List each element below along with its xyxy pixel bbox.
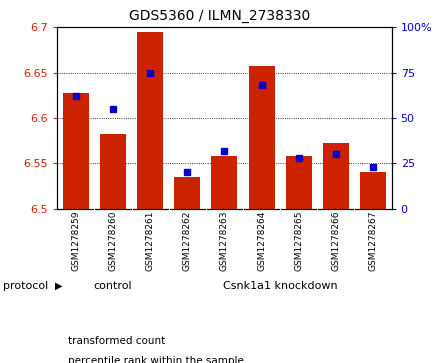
Text: GSM1278262: GSM1278262 [183,211,192,271]
Bar [174,177,200,209]
Bar [286,156,312,209]
Text: Csnk1a1 knockdown: Csnk1a1 knockdown [223,281,337,291]
Bar [360,172,386,209]
Text: percentile rank within the sample: percentile rank within the sample [68,356,244,363]
Text: GSM1278263: GSM1278263 [220,211,229,271]
Bar [211,156,238,209]
Text: ▶: ▶ [55,281,62,291]
Bar [323,143,349,209]
Text: transformed count: transformed count [68,336,165,346]
Bar [137,32,163,209]
Text: GSM1278266: GSM1278266 [331,211,341,271]
Text: GSM1278265: GSM1278265 [294,211,303,271]
Text: protocol: protocol [3,281,48,291]
Bar [249,66,275,209]
Text: GSM1278264: GSM1278264 [257,211,266,271]
Text: control: control [94,281,132,291]
Text: GDS5360 / ILMN_2738330: GDS5360 / ILMN_2738330 [129,9,311,23]
Text: GSM1278260: GSM1278260 [108,211,117,271]
Text: GSM1278261: GSM1278261 [146,211,154,271]
Bar [63,93,89,209]
Text: GSM1278267: GSM1278267 [369,211,378,271]
Bar [100,134,126,209]
Text: GSM1278259: GSM1278259 [71,211,80,271]
